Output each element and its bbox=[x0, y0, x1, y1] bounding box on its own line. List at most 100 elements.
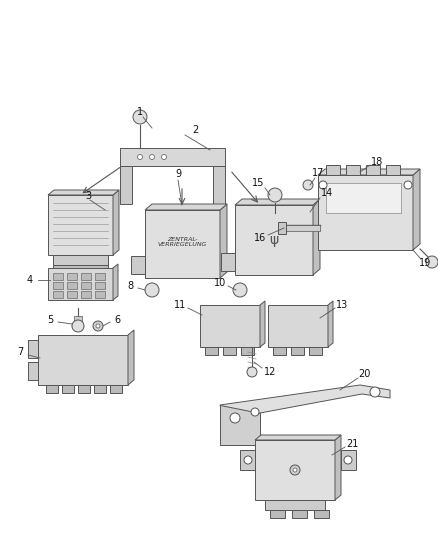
Bar bbox=[273, 347, 286, 355]
Circle shape bbox=[293, 468, 297, 472]
Circle shape bbox=[404, 181, 412, 189]
Bar bbox=[137, 117, 143, 121]
Text: 5: 5 bbox=[47, 315, 53, 325]
Circle shape bbox=[244, 456, 252, 464]
Bar bbox=[38, 335, 128, 385]
Bar bbox=[67, 291, 77, 298]
Bar bbox=[205, 347, 218, 355]
Bar bbox=[95, 282, 105, 289]
Circle shape bbox=[251, 408, 259, 416]
Text: 19: 19 bbox=[419, 258, 431, 268]
Bar bbox=[200, 305, 260, 347]
Bar bbox=[255, 440, 335, 500]
Text: 9: 9 bbox=[175, 169, 181, 179]
Bar bbox=[366, 165, 380, 175]
Circle shape bbox=[303, 180, 313, 190]
Text: 12: 12 bbox=[264, 367, 276, 377]
Text: 21: 21 bbox=[346, 439, 358, 449]
Bar bbox=[95, 273, 105, 280]
Text: 3: 3 bbox=[85, 191, 91, 201]
Circle shape bbox=[247, 367, 257, 377]
Bar bbox=[120, 148, 225, 166]
Bar bbox=[78, 385, 90, 393]
Polygon shape bbox=[220, 385, 390, 420]
Text: 14: 14 bbox=[321, 188, 333, 198]
Bar bbox=[346, 165, 360, 175]
Circle shape bbox=[290, 465, 300, 475]
Polygon shape bbox=[335, 435, 341, 500]
Bar bbox=[53, 255, 108, 265]
Circle shape bbox=[138, 155, 142, 159]
Circle shape bbox=[93, 321, 103, 331]
Circle shape bbox=[162, 155, 166, 159]
Polygon shape bbox=[313, 199, 320, 275]
Bar bbox=[74, 316, 82, 322]
Text: 10: 10 bbox=[214, 278, 226, 288]
Bar bbox=[241, 347, 254, 355]
Bar bbox=[53, 265, 108, 271]
Bar bbox=[95, 291, 105, 298]
Bar bbox=[53, 291, 63, 298]
Bar bbox=[145, 210, 220, 278]
Bar bbox=[28, 362, 38, 380]
Text: 16: 16 bbox=[254, 233, 266, 243]
Circle shape bbox=[133, 110, 147, 124]
Bar bbox=[235, 205, 313, 275]
Bar bbox=[270, 510, 285, 518]
Bar bbox=[265, 500, 325, 510]
Polygon shape bbox=[235, 199, 320, 205]
Bar bbox=[81, 273, 91, 280]
Polygon shape bbox=[220, 204, 227, 278]
Bar bbox=[81, 282, 91, 289]
Text: ψ: ψ bbox=[269, 233, 279, 247]
Text: 13: 13 bbox=[336, 300, 348, 310]
Bar bbox=[120, 166, 132, 204]
Polygon shape bbox=[318, 169, 420, 175]
Bar bbox=[94, 385, 106, 393]
Text: 7: 7 bbox=[17, 347, 23, 357]
Circle shape bbox=[233, 283, 247, 297]
Bar bbox=[291, 347, 304, 355]
Bar bbox=[81, 291, 91, 298]
Bar bbox=[223, 347, 236, 355]
Circle shape bbox=[319, 181, 327, 189]
Text: 2: 2 bbox=[192, 125, 198, 135]
Polygon shape bbox=[145, 204, 227, 210]
Polygon shape bbox=[48, 190, 119, 195]
Text: 6: 6 bbox=[114, 315, 120, 325]
Polygon shape bbox=[255, 435, 341, 440]
Circle shape bbox=[145, 283, 159, 297]
Bar bbox=[386, 165, 400, 175]
Bar bbox=[221, 253, 235, 271]
Bar bbox=[46, 385, 58, 393]
Circle shape bbox=[149, 155, 155, 159]
Circle shape bbox=[426, 256, 438, 268]
Bar bbox=[318, 175, 413, 250]
Polygon shape bbox=[113, 190, 119, 255]
Text: 20: 20 bbox=[358, 369, 370, 379]
Text: 18: 18 bbox=[371, 157, 383, 167]
Circle shape bbox=[72, 320, 84, 332]
Bar bbox=[48, 195, 113, 255]
Circle shape bbox=[230, 413, 240, 423]
Text: 15: 15 bbox=[252, 178, 264, 188]
Text: 4: 4 bbox=[27, 275, 33, 285]
Circle shape bbox=[268, 188, 282, 202]
Bar bbox=[314, 510, 329, 518]
Bar bbox=[309, 347, 322, 355]
Bar bbox=[278, 222, 286, 234]
Bar bbox=[67, 273, 77, 280]
Text: 17: 17 bbox=[312, 168, 324, 178]
Bar bbox=[292, 510, 307, 518]
Polygon shape bbox=[328, 301, 333, 347]
Bar bbox=[28, 340, 38, 358]
Polygon shape bbox=[128, 330, 134, 385]
Bar bbox=[240, 450, 255, 470]
Polygon shape bbox=[260, 301, 265, 347]
Bar bbox=[341, 450, 356, 470]
Bar bbox=[213, 166, 225, 204]
Bar bbox=[283, 225, 320, 231]
Bar bbox=[326, 183, 401, 213]
Polygon shape bbox=[72, 322, 84, 330]
Text: 11: 11 bbox=[174, 300, 186, 310]
